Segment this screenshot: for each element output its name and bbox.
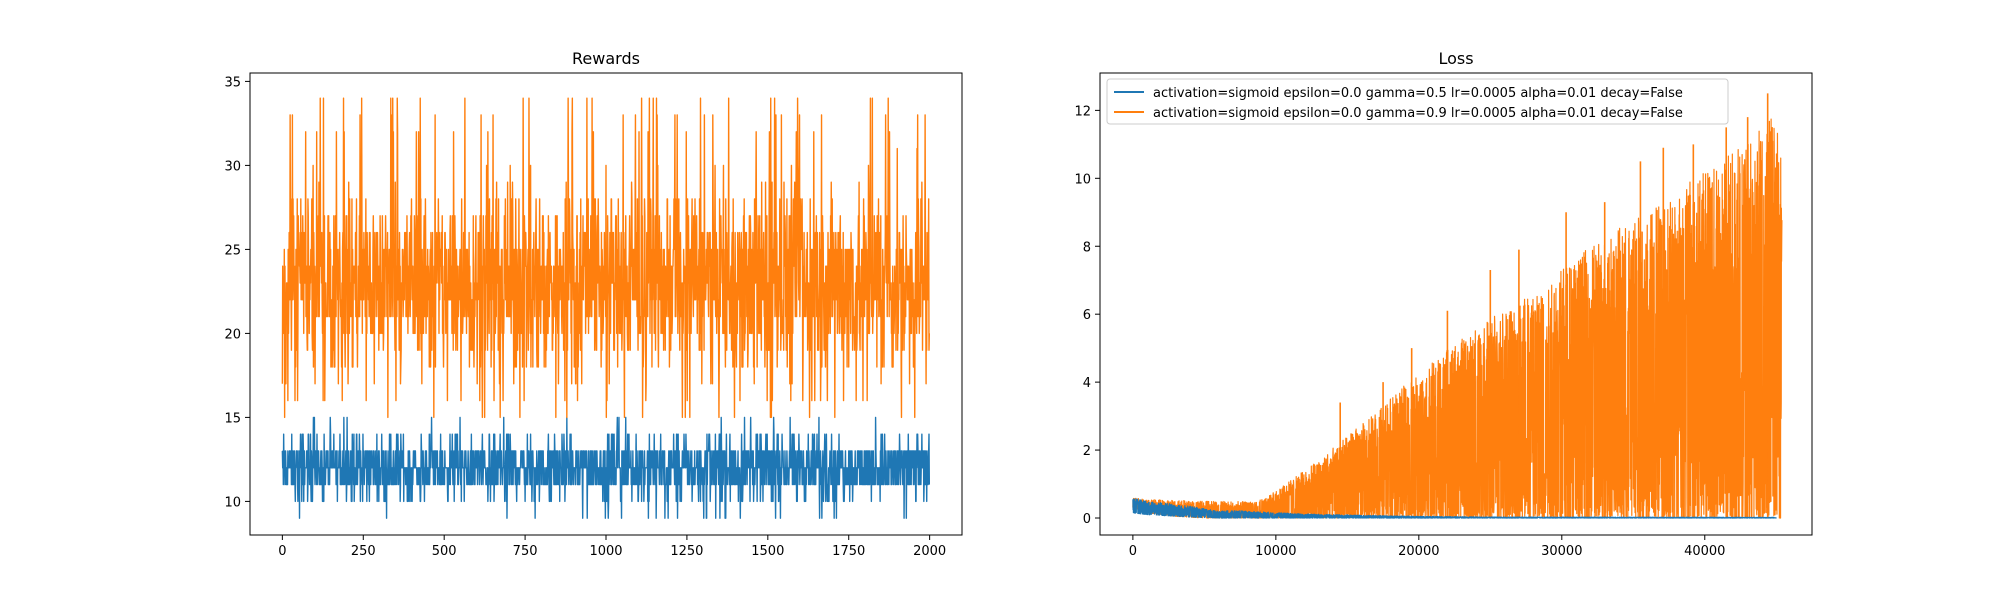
y-tick-label: 30 <box>224 159 241 174</box>
y-tick-label: 20 <box>224 327 241 342</box>
x-tick-label: 1250 <box>670 544 703 559</box>
y-tick-label: 4 <box>1083 376 1091 391</box>
x-tick-label: 0 <box>1129 544 1137 559</box>
rewards-plot-area <box>281 97 931 519</box>
loss-legend: activation=sigmoid epsilon=0.0 gamma=0.5… <box>1106 78 1729 125</box>
legend-box <box>1106 78 1729 125</box>
x-tick-label: 750 <box>513 544 538 559</box>
x-tick-label: 0 <box>278 544 286 559</box>
loss-chart: Loss 0 10000 20000 30000 40000 0 2 4 6 8 10 12 acti… <box>1074 49 1813 559</box>
loss-axes-frame <box>1099 72 1813 536</box>
legend-label-gamma-0-5: activation=sigmoid epsilon=0.0 gamma=0.5… <box>1153 86 1683 101</box>
y-tick-label: 10 <box>224 495 241 510</box>
x-tick-label: 20000 <box>1398 544 1439 559</box>
x-tick-label: 1000 <box>589 544 622 559</box>
y-tick-label: 6 <box>1083 308 1091 323</box>
rewards-series-gamma-0-9 <box>281 97 931 419</box>
y-tick-label: 10 <box>1074 172 1091 187</box>
loss-plot-area <box>1132 93 1783 519</box>
loss-ticks: 0 10000 20000 30000 40000 0 2 4 6 8 10 12 <box>1074 104 1725 559</box>
y-tick-label: 15 <box>224 411 241 426</box>
x-tick-label: 500 <box>432 544 457 559</box>
x-tick-label: 250 <box>351 544 376 559</box>
x-tick-label: 40000 <box>1684 544 1725 559</box>
legend-label-gamma-0-9: activation=sigmoid epsilon=0.0 gamma=0.9… <box>1153 106 1683 121</box>
x-tick-label: 1750 <box>832 544 865 559</box>
rewards-chart: Rewards 0 250 500 750 1000 1250 1500 1750 2000 10… <box>224 49 963 559</box>
y-tick-label: 2 <box>1083 444 1091 459</box>
y-tick-label: 35 <box>224 75 241 90</box>
x-tick-label: 2000 <box>913 544 946 559</box>
loss-series-gamma-0-5 <box>1132 498 1777 519</box>
rewards-ticks: 0 250 500 750 1000 1250 1500 1750 2000 10 15 20 25 30… <box>224 75 946 559</box>
x-tick-label: 1500 <box>751 544 784 559</box>
rewards-axes-frame <box>249 72 963 536</box>
x-tick-label: 10000 <box>1255 544 1296 559</box>
rewards-title: Rewards <box>572 49 640 68</box>
y-tick-label: 8 <box>1083 240 1091 255</box>
loss-series-gamma-0-9 <box>1132 118 1783 519</box>
x-tick-label: 30000 <box>1541 544 1582 559</box>
y-tick-label: 12 <box>1074 104 1091 119</box>
loss-title: Loss <box>1438 49 1473 68</box>
rewards-series-gamma-0-5 <box>281 416 931 519</box>
y-tick-label: 25 <box>224 243 241 258</box>
y-tick-label: 0 <box>1083 512 1091 527</box>
